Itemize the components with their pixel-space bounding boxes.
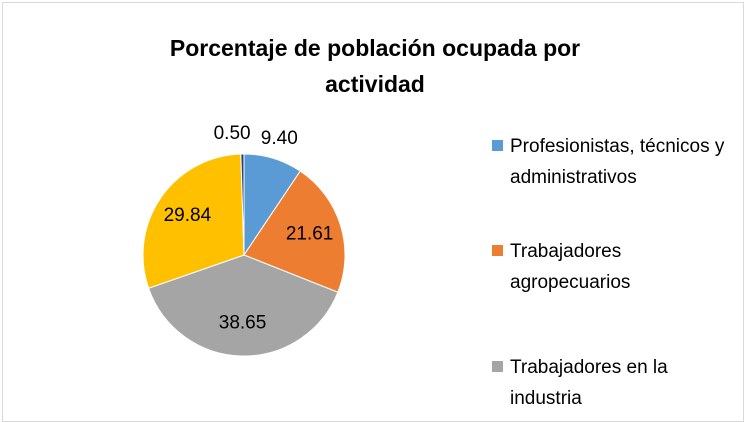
chart: 9.40 21.61 38.65 29.84 0.50 (142, 123, 346, 357)
data-label: 21.61 (286, 224, 334, 245)
data-label: 29.84 (164, 205, 212, 226)
legend-label: Trabajadores en la industria (510, 357, 668, 409)
pie-slice (240, 153, 245, 256)
legend-label: Profesionistas, técnicos y administrativ… (510, 136, 725, 188)
pie-slice (243, 170, 346, 293)
data-label: 38.65 (219, 313, 267, 334)
pie-slice (142, 153, 245, 289)
data-label: 9.40 (261, 128, 298, 149)
legend-swatch (492, 245, 503, 256)
chart-title: Porcentaje de población ocupada por acti… (169, 35, 581, 97)
data-label: 0.50 (214, 123, 251, 144)
legend-label: Trabajadores agropecuarios (510, 241, 631, 293)
legend-swatch (492, 140, 503, 151)
pie-slice (147, 254, 339, 357)
legend-swatch (492, 361, 503, 372)
